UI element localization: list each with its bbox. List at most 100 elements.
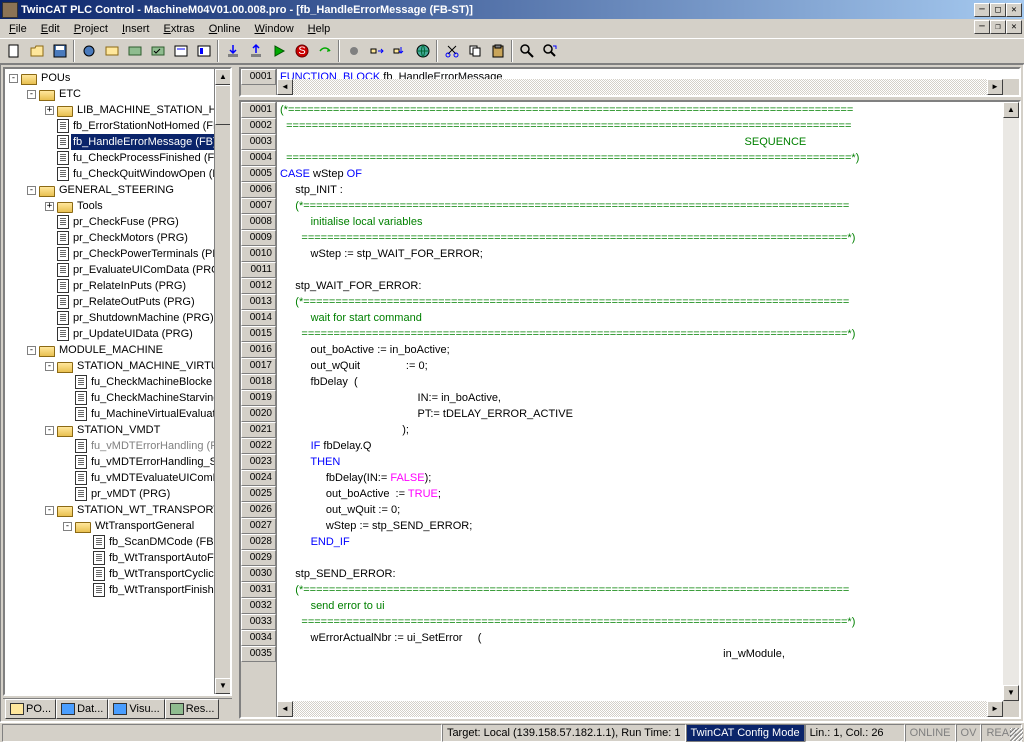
login-button[interactable] [221, 40, 244, 62]
tree-label[interactable]: ETC [57, 86, 83, 102]
tree-node[interactable]: fu_vMDTErrorHandling (F [6, 438, 229, 454]
collapse-icon[interactable]: - [27, 346, 36, 355]
tab-res[interactable]: Res... [165, 699, 220, 719]
collapse-icon[interactable]: - [45, 506, 54, 515]
code-line[interactable]: ========================================… [280, 150, 1019, 166]
close-button[interactable]: ✕ [1006, 3, 1022, 17]
tree-label[interactable]: fu_CheckMachineStarving [89, 390, 221, 406]
tree-node[interactable]: +LIB_MACHINE_STATION_HA [6, 102, 229, 118]
mdi-minimize-button[interactable]: ─ [974, 20, 990, 34]
global-button[interactable] [411, 40, 434, 62]
project2-button[interactable] [123, 40, 146, 62]
menu-help[interactable]: Help [301, 21, 338, 37]
tree-label[interactable]: pr_CheckPowerTerminals (PR [71, 246, 222, 262]
code-line[interactable]: (*======================================… [280, 198, 1019, 214]
project3-button[interactable] [146, 40, 169, 62]
tree-node[interactable]: pr_CheckMotors (PRG) [6, 230, 229, 246]
scroll-down-button[interactable]: ▼ [215, 678, 231, 694]
tree-node[interactable]: fu_MachineVirtualEvaluat [6, 406, 229, 422]
project-tree[interactable]: -POUs-ETC+LIB_MACHINE_STATION_HAfb_Error… [5, 69, 230, 694]
hscroll-top[interactable]: ◄► [277, 79, 1003, 95]
tab-po[interactable]: PO... [5, 699, 56, 719]
collapse-icon[interactable]: - [45, 362, 54, 371]
tree-node[interactable]: pr_CheckPowerTerminals (PR [6, 246, 229, 262]
tree-label[interactable]: fu_MachineVirtualEvaluat [89, 406, 218, 422]
code-line[interactable]: send error to ui [280, 598, 1019, 614]
collapse-icon[interactable]: - [63, 522, 72, 531]
tree-node[interactable]: -MODULE_MACHINE [6, 342, 229, 358]
find-button[interactable] [515, 40, 538, 62]
tree-label[interactable]: fu_CheckProcessFinished (FU [71, 150, 224, 166]
code-line[interactable]: IN:= in_boActive, [280, 390, 1019, 406]
tree-label[interactable]: POUs [39, 70, 72, 86]
breakpoint-button[interactable] [342, 40, 365, 62]
maximize-button[interactable]: □ [990, 3, 1006, 17]
code-line[interactable]: in_wModule, [280, 646, 1019, 662]
tree-node[interactable]: fu_CheckQuitWindowOpen (F [6, 166, 229, 182]
code-line[interactable]: END_IF [280, 534, 1019, 550]
tree-node[interactable]: -STATION_WT_TRANSPORT [6, 502, 229, 518]
tree-label[interactable]: fu_vMDTErrorHandling (F [89, 438, 219, 454]
menu-insert[interactable]: Insert [115, 21, 157, 37]
code-line[interactable]: fbDelay(IN:= FALSE); [280, 470, 1019, 486]
mdi-close-button[interactable]: ✕ [1006, 20, 1022, 34]
code-line[interactable]: wStep := stp_WAIT_FOR_ERROR; [280, 246, 1019, 262]
project5-button[interactable] [192, 40, 215, 62]
start-button[interactable] [267, 40, 290, 62]
tree-label[interactable]: fu_CheckQuitWindowOpen (F [71, 166, 221, 182]
tree-label[interactable]: fb_WtTransportFinish [107, 582, 216, 598]
tree-node[interactable]: fu_CheckMachineBlocke [6, 374, 229, 390]
code-line[interactable]: (*======================================… [280, 294, 1019, 310]
tree-label[interactable]: pr_UpdateUIData (PRG) [71, 326, 195, 342]
tree-label[interactable]: STATION_VMDT [75, 422, 162, 438]
code-line[interactable]: fbDelay ( [280, 374, 1019, 390]
tab-dat[interactable]: Dat... [56, 699, 108, 719]
tree-label[interactable]: fb_WtTransportAutoF [107, 550, 216, 566]
code-line[interactable]: initialise local variables [280, 214, 1019, 230]
step-button[interactable] [313, 40, 336, 62]
tree-node[interactable]: fb_ScanDMCode (FB [6, 534, 229, 550]
tree-node[interactable]: -GENERAL_STEERING [6, 182, 229, 198]
run-button[interactable] [77, 40, 100, 62]
stop-button[interactable]: S [290, 40, 313, 62]
code-line[interactable]: THEN [280, 454, 1019, 470]
code-line[interactable]: (*======================================… [280, 582, 1019, 598]
tree-label[interactable]: fu_CheckMachineBlocke [89, 374, 214, 390]
menu-extras[interactable]: Extras [157, 21, 202, 37]
scroll-up-button[interactable]: ▲ [215, 69, 231, 85]
scroll-thumb[interactable] [215, 85, 231, 125]
tree-node[interactable]: -STATION_VMDT [6, 422, 229, 438]
tree-scrollbar[interactable]: ▲ ▼ [214, 69, 230, 694]
code-line[interactable]: PT:= tDELAY_ERROR_ACTIVE [280, 406, 1019, 422]
code-line[interactable]: out_boActive := in_boActive; [280, 342, 1019, 358]
cut-button[interactable] [440, 40, 463, 62]
tab-visu[interactable]: Visu... [108, 699, 164, 719]
code-line[interactable]: ========================================… [280, 326, 1019, 342]
code-line[interactable]: ========================================… [280, 118, 1019, 134]
tree-label[interactable]: pr_CheckMotors (PRG) [71, 230, 190, 246]
tree-label[interactable]: pr_RelateOutPuts (PRG) [71, 294, 197, 310]
hscroll-main[interactable]: ◄► [277, 701, 1003, 717]
tree-node[interactable]: fb_WtTransportAutoF [6, 550, 229, 566]
tree-label[interactable]: fb_WtTransportCyclic [107, 566, 216, 582]
code-line[interactable]: wStep := stp_SEND_ERROR; [280, 518, 1019, 534]
menu-edit[interactable]: Edit [34, 21, 67, 37]
tree-node[interactable]: - POUs [6, 70, 229, 86]
tree-node[interactable]: fb_HandleErrorMessage (FB) [6, 134, 229, 150]
code-line[interactable]: stp_SEND_ERROR: [280, 566, 1019, 582]
tree-label[interactable]: pr_CheckFuse (PRG) [71, 214, 181, 230]
tree-node[interactable]: pr_RelateInPuts (PRG) [6, 278, 229, 294]
collapse-icon[interactable]: - [27, 90, 36, 99]
collapse-icon[interactable]: - [9, 74, 18, 83]
logout-button[interactable] [244, 40, 267, 62]
code-line[interactable]: out_wQuit := 0; [280, 358, 1019, 374]
menu-window[interactable]: Window [248, 21, 301, 37]
menu-project[interactable]: Project [67, 21, 115, 37]
tree-label[interactable]: pr_EvaluateUIComData (PRG [71, 262, 222, 278]
tree-node[interactable]: -STATION_MACHINE_VIRTU [6, 358, 229, 374]
code-line[interactable]: SEQUENCE [280, 134, 1019, 150]
expand-icon[interactable]: + [45, 106, 54, 115]
code-line[interactable]: stp_WAIT_FOR_ERROR: [280, 278, 1019, 294]
code-line[interactable]: CASE wStep OF [280, 166, 1019, 182]
minimize-button[interactable]: ─ [974, 3, 990, 17]
